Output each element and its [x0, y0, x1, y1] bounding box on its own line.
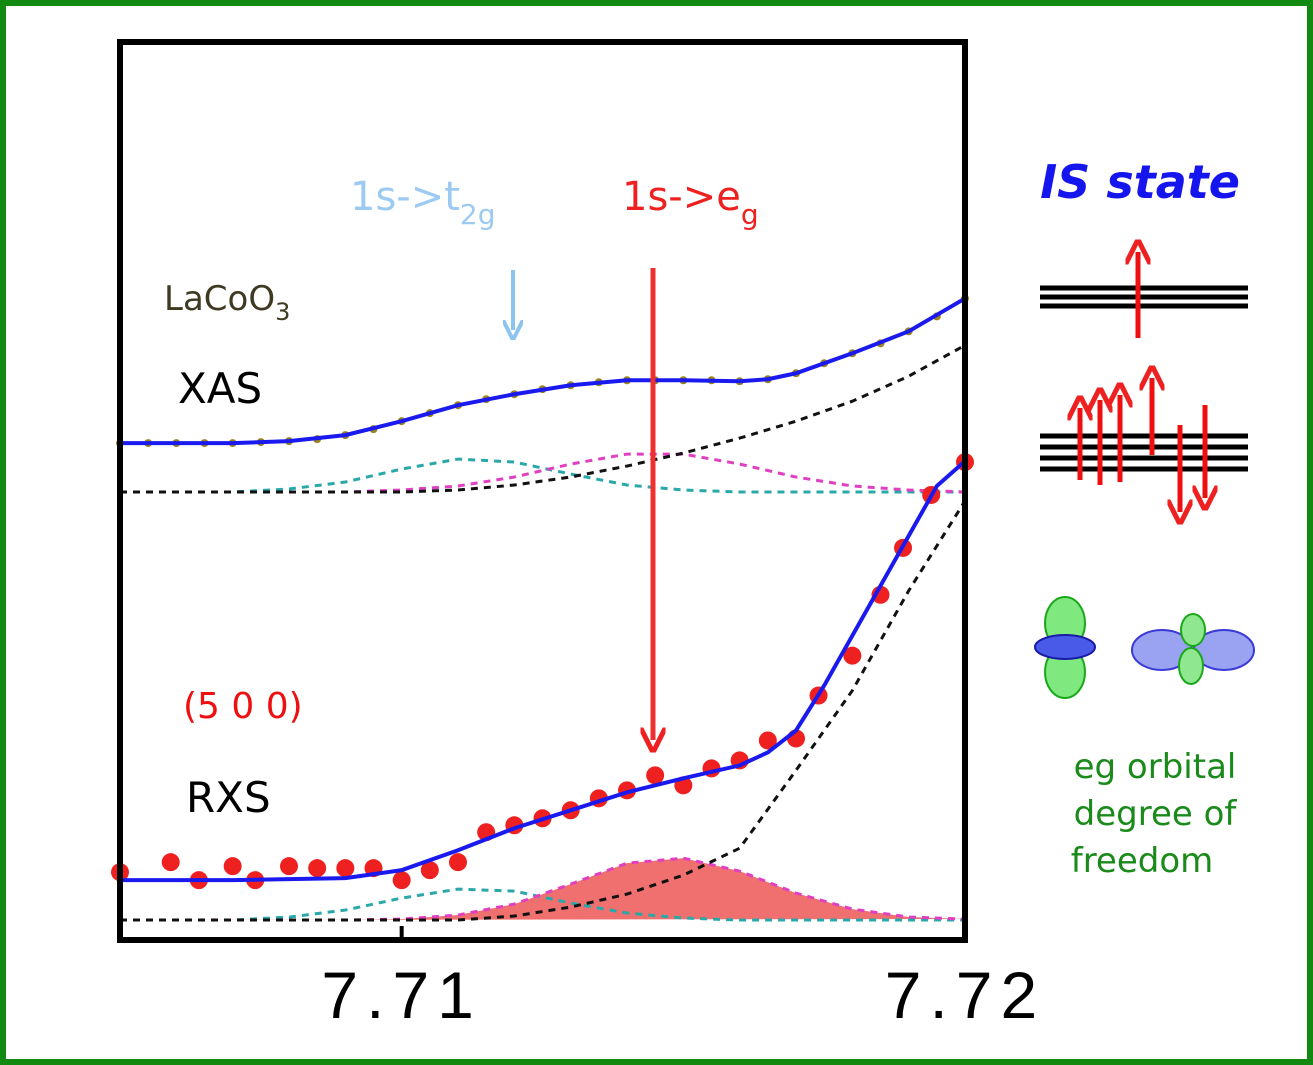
data-point [223, 857, 242, 876]
component-curve [120, 452, 966, 494]
data-point [758, 731, 777, 750]
t2g-sub: 2g [460, 198, 496, 231]
data-point [843, 646, 862, 665]
fit-curve [120, 296, 967, 446]
orbital-line: degree of [1074, 794, 1238, 834]
torus [1034, 634, 1096, 660]
energy-levels [1040, 285, 1248, 472]
peak-area [120, 858, 965, 921]
rxs-label: RXS [186, 773, 271, 822]
data-point [449, 853, 467, 872]
fit-curve [120, 459, 967, 883]
xas-label: XAS [178, 364, 262, 413]
component-curve [120, 856, 966, 922]
component-curve [120, 500, 967, 922]
orbital-line: eg orbital [1074, 747, 1237, 787]
t2g-text: 1s->t [350, 174, 460, 220]
compound-sub: 3 [275, 298, 290, 326]
data-point [420, 861, 439, 880]
x-tick-label: 7.71 [321, 958, 481, 1032]
x-tick-label: 7.72 [885, 958, 1045, 1032]
plot-area [111, 294, 974, 922]
data-point [308, 859, 327, 878]
state-label: IS state [1040, 155, 1240, 209]
lobe [1180, 613, 1206, 647]
eg-text: 1s->e [622, 174, 741, 220]
plot-frame [117, 39, 968, 943]
eg-label: 1s->eg [622, 174, 759, 231]
eg-sub: g [741, 198, 759, 231]
component-curve [120, 457, 965, 494]
data-point [280, 857, 298, 876]
t2g-label: 1s->t2g [350, 174, 496, 231]
reflection-label: (5 0 0) [183, 686, 303, 727]
orbitals [1034, 596, 1255, 699]
data-point [646, 766, 665, 785]
data-point [392, 871, 411, 890]
data-point [336, 859, 355, 878]
data-point [161, 853, 180, 872]
lobe [1178, 647, 1204, 685]
spin-arrows [1080, 252, 1205, 512]
orbital-line: freedom [1071, 841, 1214, 881]
compound-label: LaCoO3 [164, 279, 290, 326]
compound-text: LaCoO [164, 279, 275, 319]
